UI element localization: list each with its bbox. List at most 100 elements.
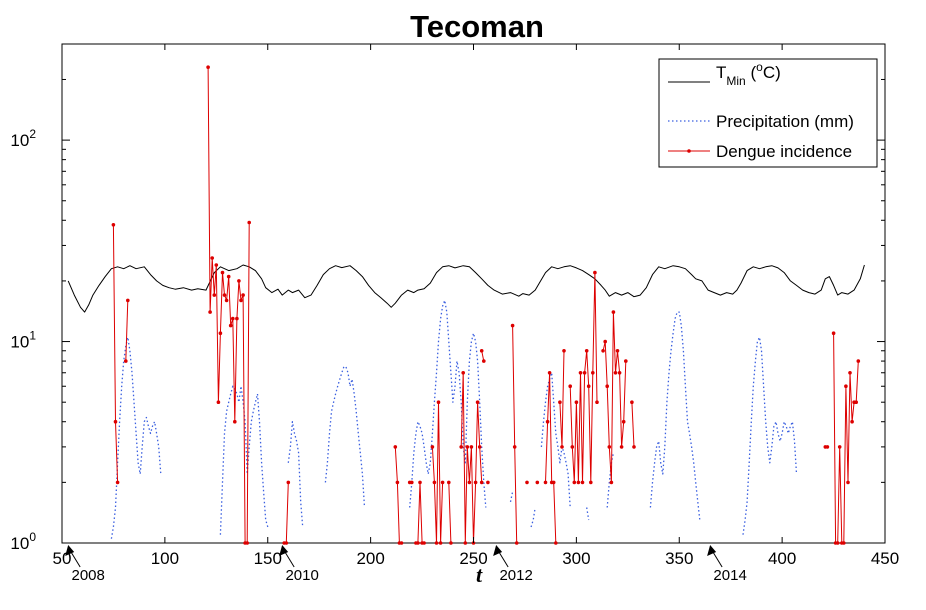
series-line	[631, 402, 635, 447]
data-point	[422, 541, 426, 545]
data-point	[611, 310, 616, 314]
data-point	[432, 480, 437, 485]
data-point	[605, 384, 609, 389]
x-tick-label: 150	[254, 549, 282, 568]
x-tick-label: 300	[562, 549, 590, 568]
data-point	[584, 349, 589, 353]
data-point	[535, 480, 540, 485]
legend: TMin (oC) Precipitation (mm) Dengue inci…	[658, 58, 878, 168]
data-point	[440, 480, 445, 485]
data-point	[231, 316, 235, 321]
data-point	[601, 349, 605, 353]
data-point	[576, 480, 581, 485]
x-tick-label: 450	[871, 549, 899, 568]
data-point	[463, 541, 468, 545]
data-point	[239, 298, 243, 303]
legend-box	[658, 58, 878, 168]
legend-tmin-sub: Min	[726, 74, 745, 88]
data-point	[216, 400, 221, 405]
data-point	[632, 445, 636, 449]
year-annotation: 2010	[285, 567, 318, 584]
data-point	[210, 256, 214, 260]
series-2	[111, 65, 861, 545]
x-tick-label: 100	[151, 549, 179, 568]
data-point	[589, 480, 593, 485]
x-axis-label: t	[476, 562, 483, 587]
data-point	[115, 480, 120, 485]
data-point	[856, 359, 861, 363]
legend-swatch-dengue-marker	[687, 149, 691, 153]
data-point	[222, 293, 227, 297]
data-point	[410, 480, 414, 485]
data-point	[514, 541, 519, 545]
data-point	[554, 541, 558, 545]
x-tick-label: 350	[665, 549, 693, 568]
data-point	[842, 541, 846, 545]
series-0	[67, 264, 865, 313]
data-point	[570, 445, 575, 449]
series-line	[125, 300, 129, 362]
series-line	[545, 372, 557, 544]
data-point	[395, 480, 400, 485]
data-point	[418, 480, 422, 485]
annotation-arrowhead	[707, 545, 717, 556]
data-point	[430, 445, 435, 449]
data-point	[510, 323, 515, 328]
x-tick-label: 400	[768, 549, 796, 568]
data-point	[469, 445, 474, 449]
data-point	[449, 541, 453, 545]
data-point	[436, 400, 441, 405]
legend-label-tmin: TMin (oC)	[716, 60, 781, 88]
y-tick-label: 102	[10, 127, 36, 150]
data-point	[214, 263, 219, 267]
data-point	[224, 298, 229, 303]
series-line	[110, 336, 162, 539]
year-annotation: 2012	[499, 567, 532, 584]
series-line	[569, 272, 598, 483]
data-point	[558, 400, 562, 405]
data-point	[595, 400, 599, 405]
series-line	[742, 336, 798, 535]
data-point	[835, 541, 840, 545]
series-line	[431, 401, 444, 544]
data-point	[572, 480, 577, 485]
data-point	[477, 445, 482, 449]
data-point	[574, 400, 579, 405]
legend-tmin-main: T	[716, 63, 726, 82]
data-point	[844, 384, 848, 389]
data-point	[235, 316, 239, 321]
year-annotation: 2014	[713, 567, 746, 584]
legend-tmin-sup: o	[756, 60, 763, 74]
data-point	[467, 480, 472, 485]
data-point	[619, 445, 624, 449]
data-point	[624, 359, 628, 363]
legend-label-precip: Precipitation (mm)	[716, 112, 854, 131]
data-point	[615, 349, 620, 353]
data-point	[459, 445, 464, 449]
series-layer	[67, 65, 865, 545]
data-point	[825, 445, 830, 449]
series-line	[324, 366, 366, 508]
data-point	[473, 480, 478, 485]
data-point	[126, 298, 130, 303]
data-point	[206, 65, 210, 69]
data-point	[479, 480, 484, 485]
data-point	[241, 293, 245, 297]
data-point	[475, 400, 480, 405]
series-line	[67, 264, 865, 313]
data-point	[831, 331, 836, 336]
data-point	[848, 371, 852, 375]
data-point	[218, 331, 223, 336]
data-point	[434, 541, 439, 545]
data-point	[233, 419, 237, 424]
data-point	[586, 384, 591, 389]
data-point	[479, 349, 484, 353]
data-point	[846, 480, 850, 485]
series-line	[509, 491, 514, 503]
y-tick-label: 101	[10, 329, 36, 352]
data-point	[543, 480, 548, 485]
data-point	[482, 359, 486, 363]
data-point	[582, 371, 587, 375]
